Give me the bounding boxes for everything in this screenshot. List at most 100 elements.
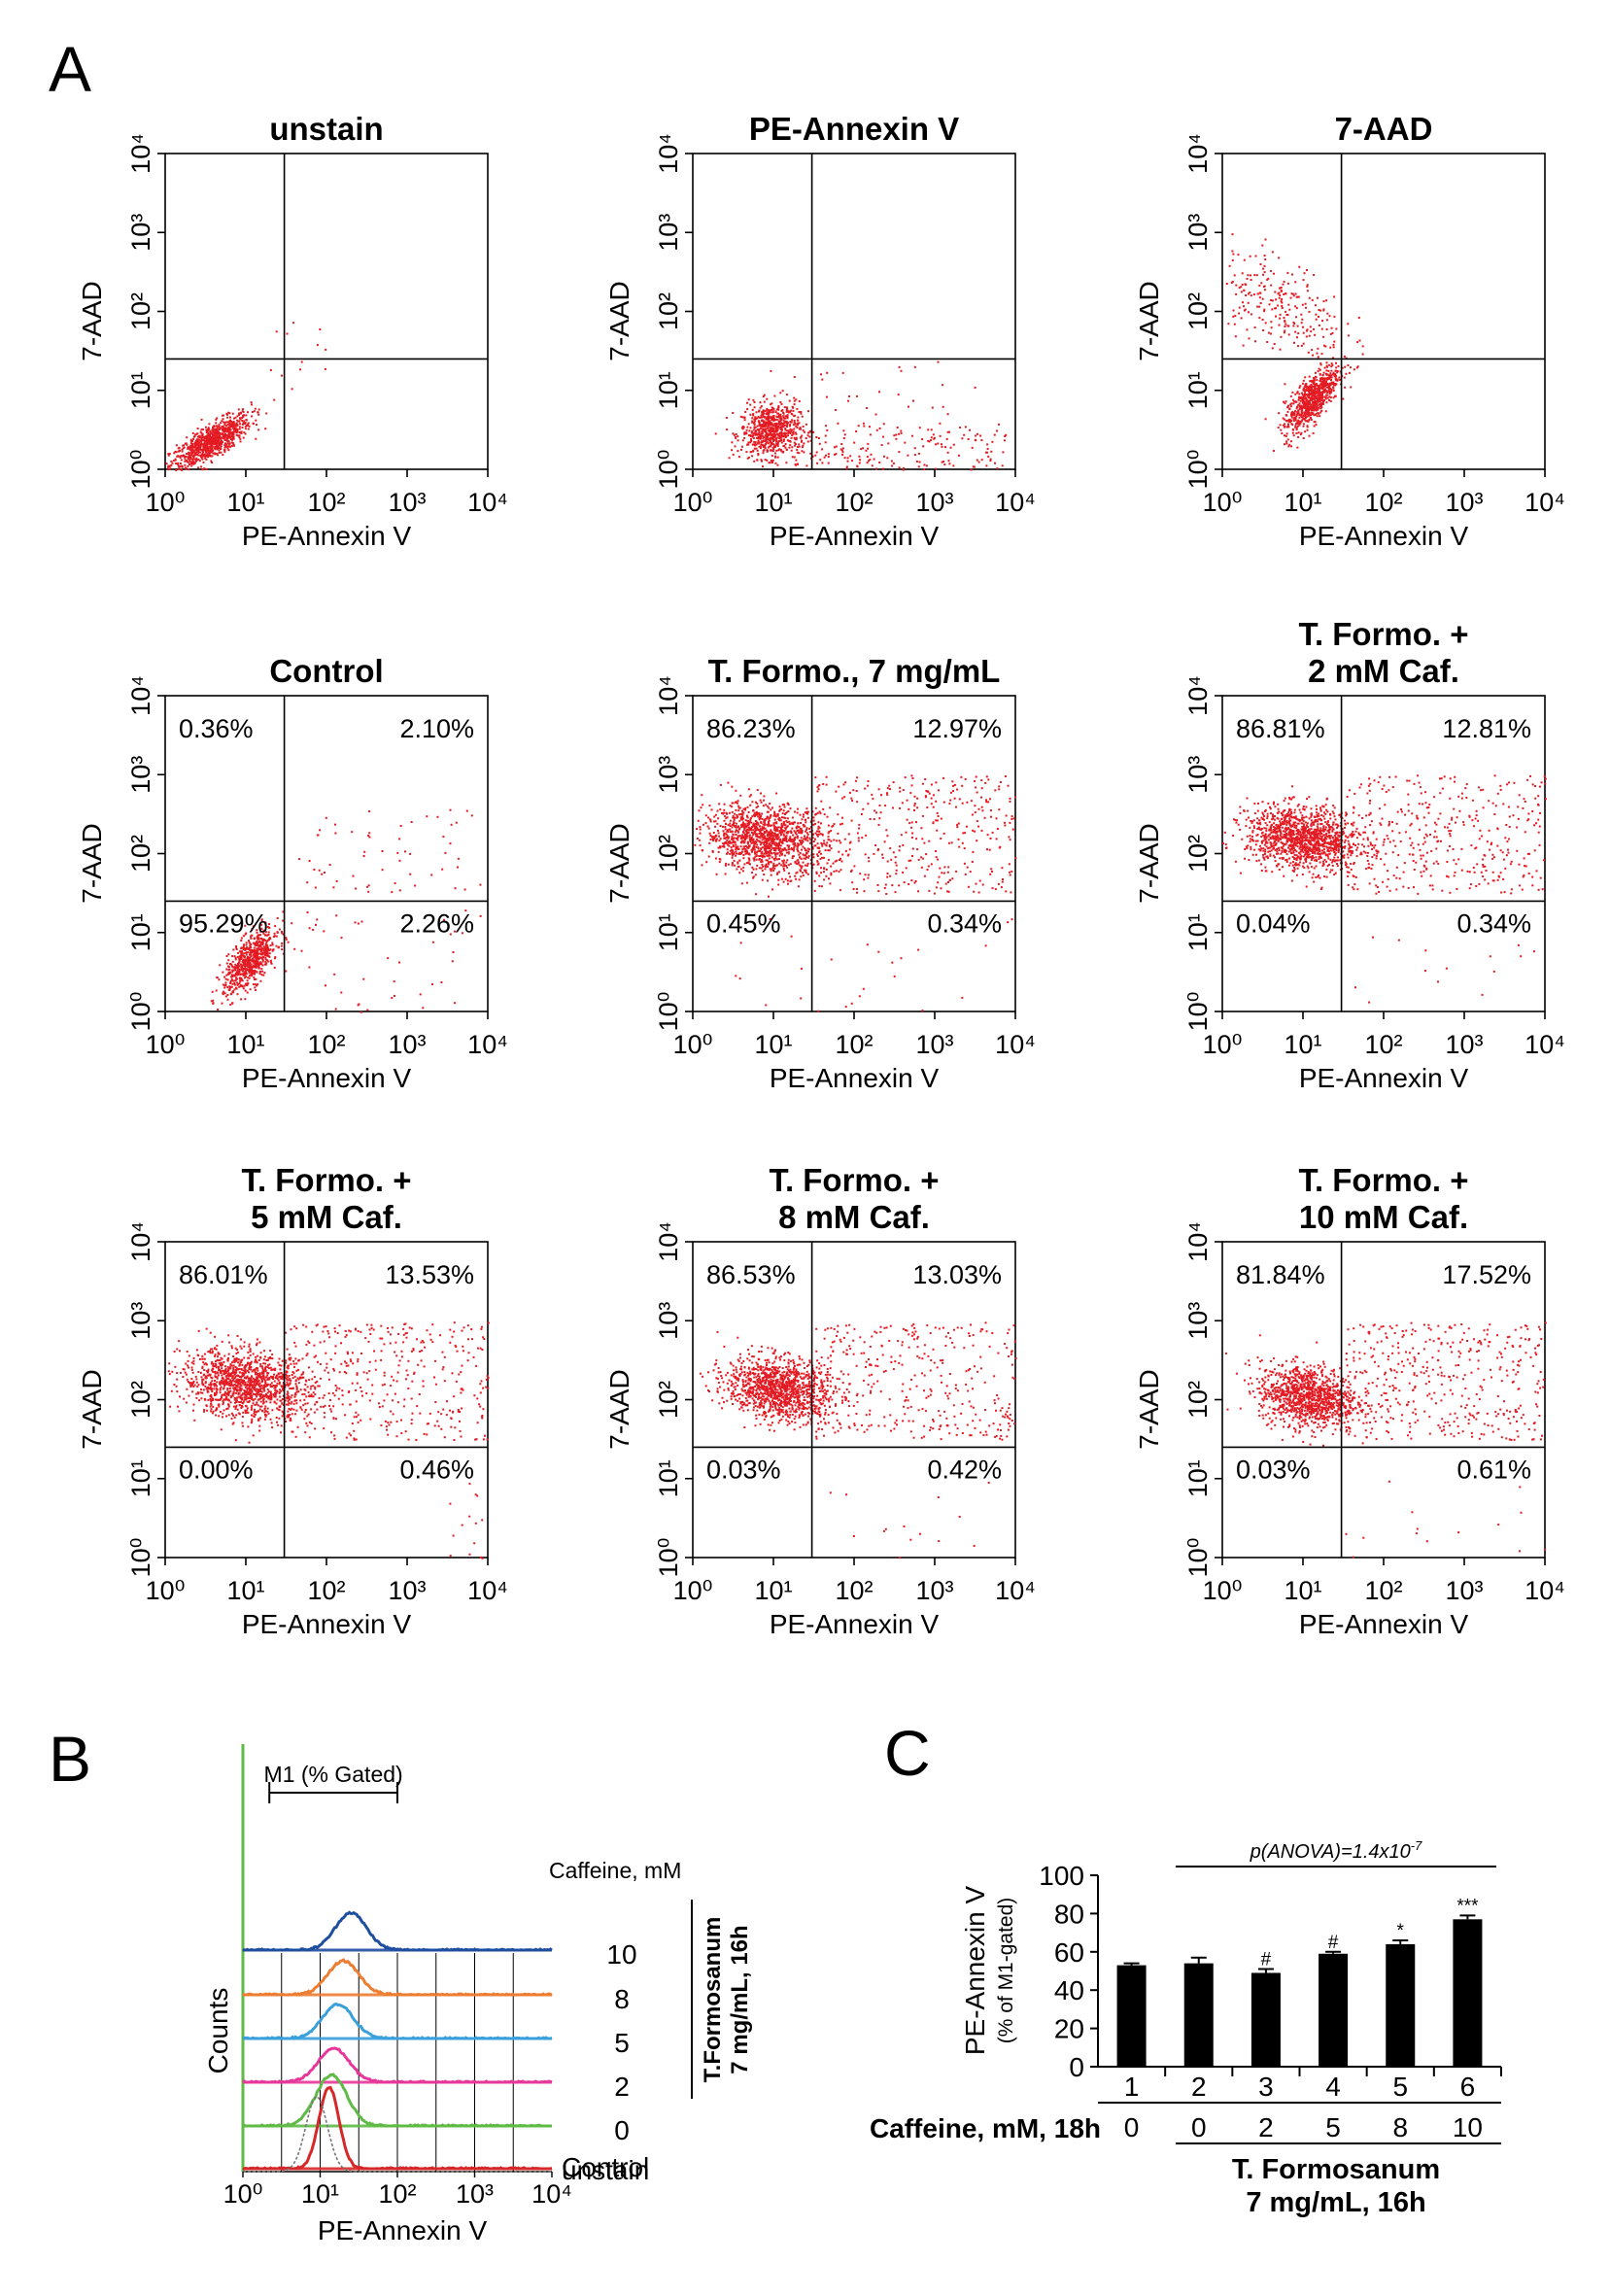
data-point — [1289, 296, 1292, 299]
data-point — [1233, 323, 1236, 326]
data-point — [1262, 286, 1265, 288]
data-point — [732, 432, 735, 435]
data-point — [1303, 407, 1306, 409]
data-point — [1284, 329, 1286, 332]
data-point — [754, 416, 757, 419]
data-point — [1317, 385, 1319, 387]
data-point — [757, 416, 760, 418]
data-point — [207, 431, 210, 434]
data-point — [167, 464, 170, 467]
data-point — [762, 833, 764, 836]
data-point — [1310, 394, 1313, 395]
x-tick-label: 10² — [307, 1030, 345, 1059]
data-point — [197, 441, 200, 444]
data-point — [1291, 273, 1293, 276]
data-point — [766, 432, 769, 435]
data-point — [186, 443, 188, 446]
data-point — [227, 953, 230, 956]
data-point — [219, 441, 222, 444]
data-point — [189, 444, 192, 447]
data-point — [932, 433, 935, 436]
data-point — [781, 841, 784, 844]
data-point — [228, 420, 231, 423]
data-point — [756, 827, 759, 830]
data-point — [1272, 450, 1275, 452]
data-point — [994, 462, 996, 464]
data-point — [797, 859, 800, 862]
data-point — [1321, 383, 1324, 386]
data-point — [250, 953, 252, 956]
data-point — [724, 864, 727, 867]
data-point — [733, 859, 736, 862]
data-point — [271, 942, 274, 944]
data-point — [1307, 351, 1310, 354]
data-point — [766, 840, 769, 842]
data-point — [761, 878, 764, 881]
data-point — [768, 861, 771, 864]
data-point — [1300, 344, 1303, 347]
data-point — [233, 983, 236, 986]
data-point — [771, 806, 773, 809]
data-point — [793, 415, 796, 418]
data-point — [179, 463, 182, 464]
data-point — [1312, 408, 1315, 410]
data-point — [778, 819, 781, 822]
data-point — [990, 450, 993, 453]
data-point — [785, 462, 788, 464]
data-point — [257, 936, 259, 939]
data-point — [747, 434, 750, 437]
data-point — [449, 933, 452, 936]
data-point — [1275, 315, 1277, 318]
data-point — [765, 435, 768, 438]
data-point — [1263, 264, 1266, 267]
data-point — [223, 421, 225, 424]
dotplot-2: 7-AAD10⁰10⁰10¹10¹10²10²10³10³10⁴10⁴PE-An… — [1134, 111, 1565, 551]
data-point — [1317, 398, 1319, 401]
data-point — [1313, 414, 1316, 417]
data-point — [768, 863, 771, 866]
data-point — [256, 971, 258, 974]
data-point — [746, 828, 749, 831]
data-point — [1225, 283, 1228, 285]
data-point — [1335, 361, 1337, 364]
data-point — [710, 808, 713, 811]
data-point — [728, 844, 731, 847]
data-point — [194, 449, 197, 452]
data-point — [717, 850, 720, 853]
data-point — [740, 825, 743, 828]
data-point — [763, 436, 766, 439]
data-point — [762, 437, 765, 440]
data-point — [771, 459, 774, 462]
data-point — [1323, 395, 1326, 398]
data-point — [222, 993, 224, 996]
data-point — [1279, 348, 1282, 351]
data-point — [262, 952, 265, 955]
data-point — [1282, 283, 1285, 286]
data-point — [198, 436, 201, 439]
data-point — [1248, 337, 1250, 340]
data-point — [215, 989, 218, 992]
data-point — [457, 866, 459, 869]
data-point — [263, 951, 266, 954]
data-point — [209, 451, 212, 454]
data-point — [849, 455, 852, 458]
data-point — [1290, 445, 1292, 448]
data-point — [218, 440, 220, 443]
data-point — [268, 923, 270, 926]
data-point — [1312, 397, 1315, 400]
data-point — [812, 819, 815, 822]
data-point — [1308, 390, 1311, 393]
data-point — [930, 428, 933, 431]
data-point — [196, 441, 199, 444]
data-point — [1330, 379, 1332, 381]
data-point — [224, 425, 227, 428]
data-point — [1241, 283, 1244, 286]
data-point — [212, 452, 215, 455]
data-point — [907, 454, 909, 457]
data-point — [1004, 435, 1007, 437]
data-point — [791, 848, 794, 851]
data-point — [210, 455, 213, 458]
data-point — [1317, 391, 1319, 394]
data-point — [808, 831, 811, 834]
data-point — [767, 433, 770, 436]
